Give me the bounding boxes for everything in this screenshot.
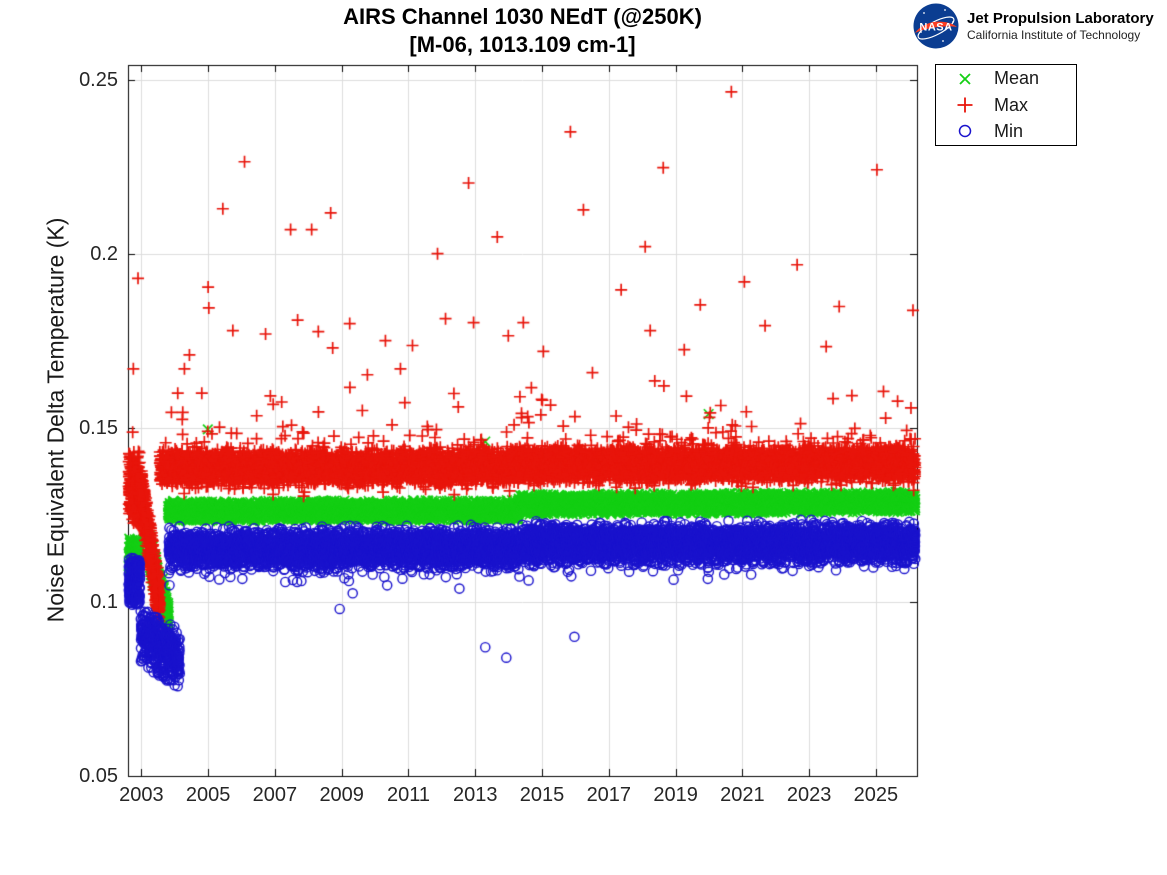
y-tick-label: 0.25: [79, 68, 118, 91]
x-tick-label: 2013: [453, 784, 498, 806]
x-tick-label: 2017: [586, 784, 632, 806]
y-tick-label: 0.1: [90, 590, 118, 613]
nasa-meatball-logo: NASA: [913, 3, 959, 49]
svg-text:NASA: NASA: [919, 22, 952, 34]
x-tick-label: 2007: [252, 784, 298, 806]
caltech-name: California Institute of Technology: [967, 27, 1141, 42]
x-tick-label: 2019: [653, 784, 698, 806]
x-tick-label: 2011: [386, 784, 430, 806]
jpl-branding-block: NASA Jet Propulsion Laboratory Californi…: [912, 2, 1154, 50]
chart-title-line1: AIRS Channel 1030 NEdT (@250K): [343, 4, 702, 29]
x-tick-label: 2005: [185, 784, 231, 806]
legend-box: Mean Max Min: [935, 64, 1077, 146]
x-tick-label: 2015: [519, 784, 565, 806]
x-tick-label: 2009: [319, 784, 364, 806]
max-plus-marker-icon: [936, 96, 994, 114]
legend-label-mean: Mean: [994, 68, 1040, 89]
legend-label-max: Max: [994, 94, 1029, 115]
legend-entry-mean: Mean: [936, 66, 1076, 91]
min-circle-marker-icon: [936, 123, 994, 139]
y-tick-label: 0.2: [90, 242, 118, 265]
jpl-name: Jet Propulsion Laboratory: [967, 9, 1154, 27]
x-tick-label: 2021: [720, 784, 765, 806]
legend-entry-max: Max: [936, 93, 1076, 118]
x-tick-label: 2003: [119, 784, 164, 806]
y-tick-label: 0.05: [79, 765, 118, 787]
y-tick-label: 0.15: [79, 416, 118, 439]
x-tick-label: 2025: [853, 784, 899, 806]
legend-entry-min: Min: [936, 119, 1076, 144]
chart-title-line2: [M-06, 1013.109 cm-1]: [409, 32, 636, 57]
x-tick-label: 2023: [786, 784, 832, 806]
legend-label-min: Min: [994, 120, 1024, 141]
mean-x-marker-icon: [936, 71, 994, 87]
